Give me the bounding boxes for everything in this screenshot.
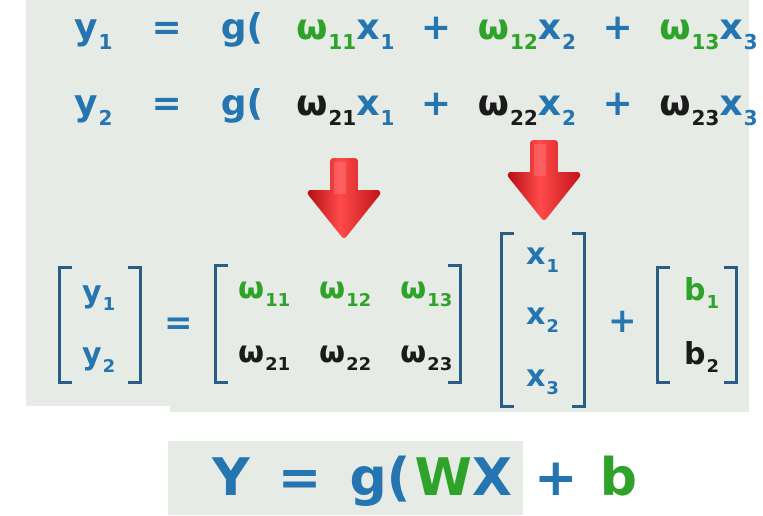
weight-matrix-left-bracket <box>214 264 228 384</box>
function-g: g( <box>220 7 263 48</box>
weight-symbol: ω <box>319 335 346 370</box>
weight-matrix-row-1: ω11 ω12 ω13 <box>238 271 452 310</box>
weight-subscript: 13 <box>691 30 720 54</box>
plus-sign: + <box>420 7 452 48</box>
compact-plus-sign: + <box>534 448 578 508</box>
equation-panel <box>26 0 749 412</box>
equals-sign: = <box>151 7 182 48</box>
W-symbol: W <box>414 448 472 508</box>
weight-symbol: ω <box>400 335 427 370</box>
x-subscript: 3 <box>546 378 559 399</box>
weight-symbol: ω <box>400 271 427 306</box>
lhs-subscript: 1 <box>98 30 113 54</box>
y-symbol: y <box>82 275 102 310</box>
plus-sign: + <box>602 7 633 48</box>
weight-matrix-right-bracket <box>448 264 462 384</box>
x-symbol: x <box>526 297 546 332</box>
y-vector-right-bracket <box>128 266 142 384</box>
bias-symbol: b <box>684 337 706 372</box>
lhs-symbol: y <box>74 83 98 124</box>
x-subscript: 2 <box>562 106 576 130</box>
y-vector-entry: y2 <box>82 337 115 376</box>
x-subscript: 3 <box>743 106 758 130</box>
compact-equals-sign: = <box>277 448 322 508</box>
weight-symbol: ω <box>238 335 265 370</box>
weight-symbol: ω <box>659 83 691 124</box>
compact-function-g: g( <box>349 448 411 508</box>
down-arrow-icon <box>307 158 381 238</box>
weight-symbol: ω <box>477 83 509 124</box>
x-vector-entry: x2 <box>526 297 559 336</box>
x-subscript: 2 <box>562 30 576 54</box>
weight-symbol: ω <box>659 7 691 48</box>
lhs-subscript: 2 <box>98 106 113 130</box>
compact-equation: Y = g(WX + b <box>212 452 637 504</box>
y-symbol: y <box>82 337 102 372</box>
x-symbol: x <box>719 7 743 48</box>
y-vector-left-bracket <box>58 266 72 384</box>
matrix-plus-sign: + <box>608 301 637 341</box>
x-symbol: x <box>356 7 380 48</box>
x-symbol: x <box>356 83 380 124</box>
weight-matrix-row-2: ω21 ω22 ω23 <box>238 335 452 374</box>
weight-symbol: ω <box>296 7 328 48</box>
x-subscript: 2 <box>546 316 559 337</box>
weight-subscript: 23 <box>427 354 453 375</box>
equals-sign: = <box>151 83 182 124</box>
bias-vector-entry: b2 <box>684 337 719 376</box>
bias-vector-left-bracket <box>656 266 670 384</box>
weight-subscript: 23 <box>691 106 720 130</box>
matrix-equals-sign: = <box>164 303 193 343</box>
X-symbol: X <box>471 448 512 508</box>
y-vector-entry: y1 <box>82 275 115 314</box>
weight-symbol: ω <box>319 271 346 306</box>
x-symbol: x <box>526 237 546 272</box>
x-vector-left-bracket <box>500 232 514 408</box>
bias-vector-entry: b1 <box>684 273 719 312</box>
x-vector-right-bracket <box>572 232 586 408</box>
x-subscript: 1 <box>546 256 559 277</box>
weight-subscript: 11 <box>328 30 357 54</box>
weight-subscript: 21 <box>265 354 291 375</box>
weight-symbol: ω <box>238 271 265 306</box>
weight-subscript: 12 <box>346 290 372 311</box>
weight-subscript: 22 <box>346 354 372 375</box>
weight-symbol: ω <box>296 83 328 124</box>
bias-symbol: b <box>684 273 706 308</box>
down-arrow-icon <box>507 140 581 220</box>
equation-line-2: y2 = g( ω21x1 + ω22x2 + ω23x3 + b2 ) <box>74 83 763 129</box>
bias-vector-right-bracket <box>724 266 738 384</box>
function-g: g( <box>220 83 263 124</box>
weight-subscript: 22 <box>509 106 538 130</box>
x-symbol: x <box>719 83 743 124</box>
compact-equation-panel <box>168 441 523 515</box>
x-symbol: x <box>537 7 562 48</box>
x-subscript: 1 <box>380 30 395 54</box>
weight-subscript: 11 <box>265 290 291 311</box>
equation-line-1: y1 = g( ω11x1 + ω12x2 + ω13x3 + b1 ) <box>74 7 763 53</box>
bias-subscript: 1 <box>706 292 720 313</box>
weight-subscript: 12 <box>509 30 538 54</box>
y-subscript: 1 <box>102 294 116 315</box>
x-vector-entry: x3 <box>526 359 559 398</box>
weight-symbol: ω <box>477 7 509 48</box>
x-vector-entry: x1 <box>526 237 559 276</box>
x-subscript: 3 <box>743 30 758 54</box>
plus-sign: + <box>602 83 633 124</box>
x-symbol: x <box>537 83 562 124</box>
panel-notch <box>0 406 170 416</box>
y-subscript: 2 <box>102 356 116 377</box>
x-subscript: 1 <box>380 106 395 130</box>
b-symbol: b <box>599 448 637 508</box>
x-symbol: x <box>526 359 546 394</box>
Y-symbol: Y <box>212 448 250 508</box>
bias-subscript: 2 <box>706 356 720 377</box>
weight-subscript: 21 <box>328 106 357 130</box>
plus-sign: + <box>420 83 452 124</box>
lhs-symbol: y <box>74 7 98 48</box>
weight-subscript: 13 <box>427 290 453 311</box>
